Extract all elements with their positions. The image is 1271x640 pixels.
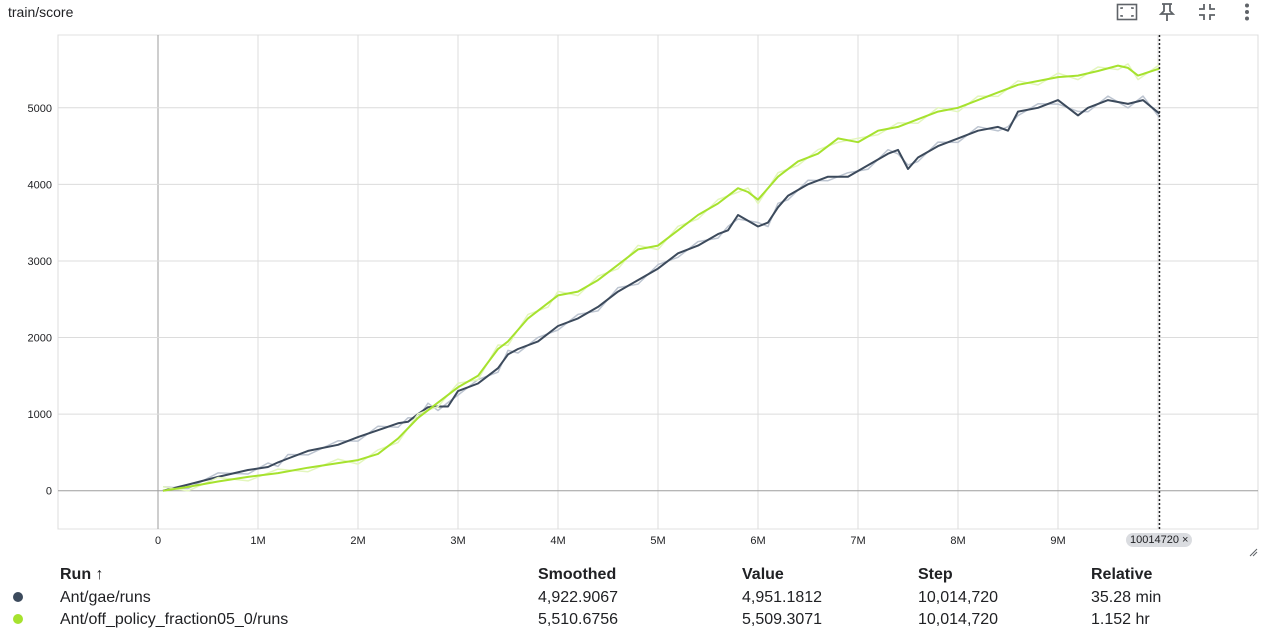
pin-icon	[1158, 3, 1176, 21]
legend-raw-value: 5,509.3071	[742, 611, 823, 628]
card-title: train/score	[8, 4, 74, 20]
x-tick-label: 9M	[1050, 535, 1065, 547]
legend-raw-value: 4,951.1812	[742, 589, 823, 606]
series-line	[162, 99, 1161, 492]
x-tick-label: 1M	[250, 535, 265, 547]
pin-button[interactable]	[1149, 0, 1185, 24]
legend-header-relative[interactable]: Relative	[1091, 566, 1153, 583]
x-tick-label: 7M	[850, 535, 865, 547]
line-chart[interactable]: 0 1M 2M 3M 4M 5M 6M 7M 8M 9M 0 1000 2000 3000 4000 5000	[0, 0, 1271, 560]
legend-run-name: Ant/off_policy_fraction05_0/runs	[60, 611, 289, 628]
legend-step-value: 10,014,720	[918, 589, 999, 606]
legend-header-run[interactable]: Run ↑	[60, 566, 104, 583]
legend-header-smoothed[interactable]: Smoothed	[538, 566, 617, 583]
card-toolbar	[1109, 0, 1265, 24]
legend-row[interactable]: Ant/off_policy_fraction05_0/runs 5,510.6…	[0, 607, 1271, 629]
series-color-dot	[13, 592, 23, 602]
y-tick-label: 0	[46, 486, 52, 498]
step-cursor-chip[interactable]: 10014720 ×	[1126, 533, 1193, 547]
legend-row[interactable]: Ant/gae/runs 4,922.9067 4,951.1812 10,01…	[0, 585, 1271, 607]
x-tick-label: 2M	[350, 535, 365, 547]
legend-smoothed-value: 4,922.9067	[538, 589, 619, 606]
resize-handle-icon	[1249, 548, 1258, 557]
y-tick-label: 3000	[28, 256, 52, 268]
fit-screen-icon	[1116, 3, 1138, 21]
series-line	[162, 64, 1160, 492]
series-raw-line	[162, 95, 1161, 490]
legend-relative-value: 1.152 hr	[1091, 611, 1150, 628]
collapse-button[interactable]	[1189, 0, 1225, 24]
legend-header-value[interactable]: Value	[742, 566, 784, 583]
legend-header-row: Run ↑ Smoothed Value Step Relative	[0, 562, 1271, 584]
more-options-button[interactable]	[1229, 0, 1265, 24]
legend-run-name: Ant/gae/runs	[60, 589, 151, 606]
y-tick-label: 1000	[28, 409, 52, 421]
y-tick-label: 5000	[28, 103, 52, 115]
series-raw-line	[162, 63, 1160, 492]
more-vert-icon	[1245, 3, 1249, 21]
x-tick-label: 4M	[550, 535, 565, 547]
legend-relative-value: 35.28 min	[1091, 589, 1162, 606]
fit-screen-button[interactable]	[1109, 0, 1145, 24]
y-tick-label: 2000	[28, 333, 52, 345]
y-tick-label: 4000	[28, 179, 52, 191]
legend-smoothed-value: 5,510.6756	[538, 611, 619, 628]
x-tick-label: 6M	[750, 535, 765, 547]
collapse-icon	[1199, 4, 1215, 20]
legend-step-value: 10,014,720	[918, 611, 999, 628]
legend-header-step[interactable]: Step	[918, 566, 953, 583]
x-tick-label: 0	[155, 535, 161, 547]
x-tick-label: 5M	[650, 535, 665, 547]
series-color-dot	[13, 614, 23, 624]
x-tick-label: 3M	[450, 535, 465, 547]
x-tick-label: 8M	[950, 535, 965, 547]
